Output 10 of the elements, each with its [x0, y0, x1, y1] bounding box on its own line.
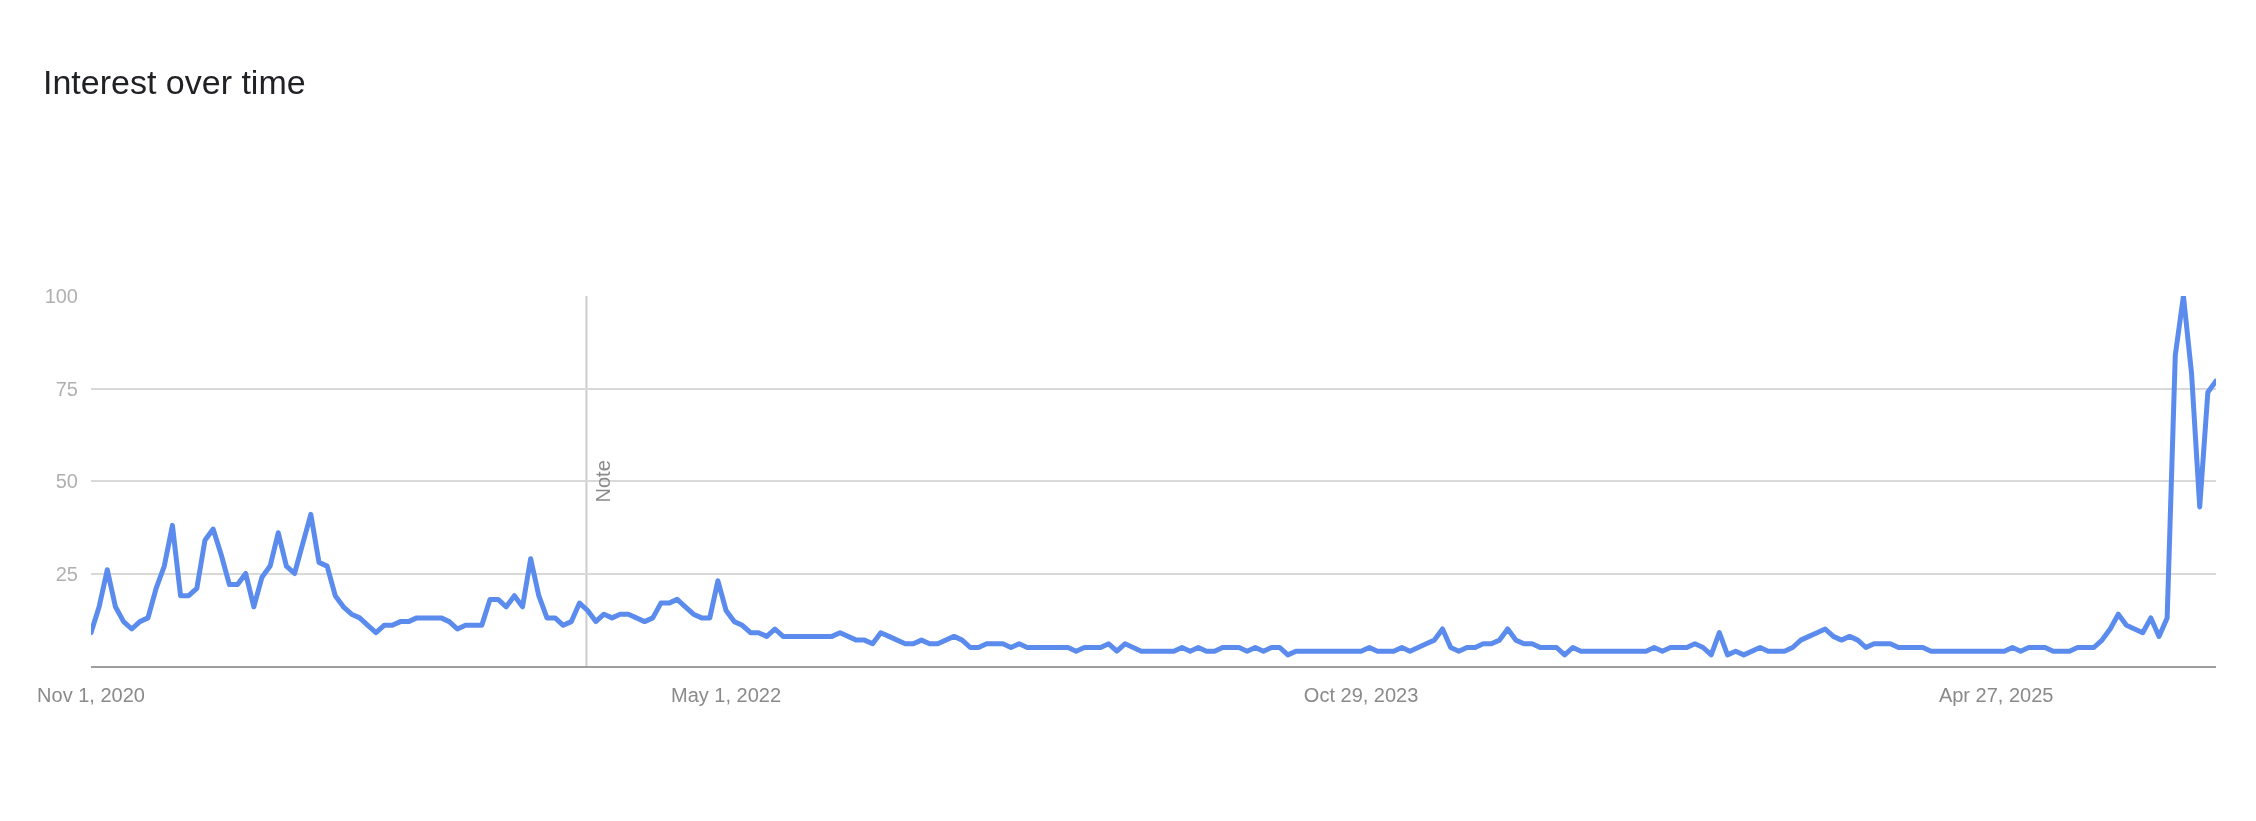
y-tick-label: 25	[55, 562, 78, 585]
x-tick-label: May 1, 2022	[671, 684, 782, 706]
x-tick-label: Oct 29, 2023	[1303, 684, 1419, 706]
y-tick-label: 50	[55, 470, 78, 492]
x-tick-label: Apr 27, 2025	[1938, 684, 2054, 706]
chart-title: Interest over time	[43, 62, 306, 101]
ref-line-label: Note	[592, 460, 615, 503]
x-tick-label: Nov 1, 2020	[37, 684, 145, 706]
y-tick-label: 100	[44, 285, 78, 307]
y-tick-label: 75	[55, 377, 78, 400]
